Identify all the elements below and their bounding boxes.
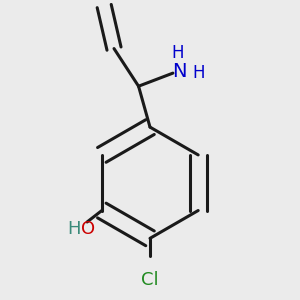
Text: H: H (192, 64, 205, 82)
Text: O: O (81, 220, 95, 238)
Text: H: H (67, 220, 81, 238)
Text: Cl: Cl (141, 271, 159, 289)
Text: N: N (172, 62, 187, 81)
Text: H: H (172, 44, 184, 62)
